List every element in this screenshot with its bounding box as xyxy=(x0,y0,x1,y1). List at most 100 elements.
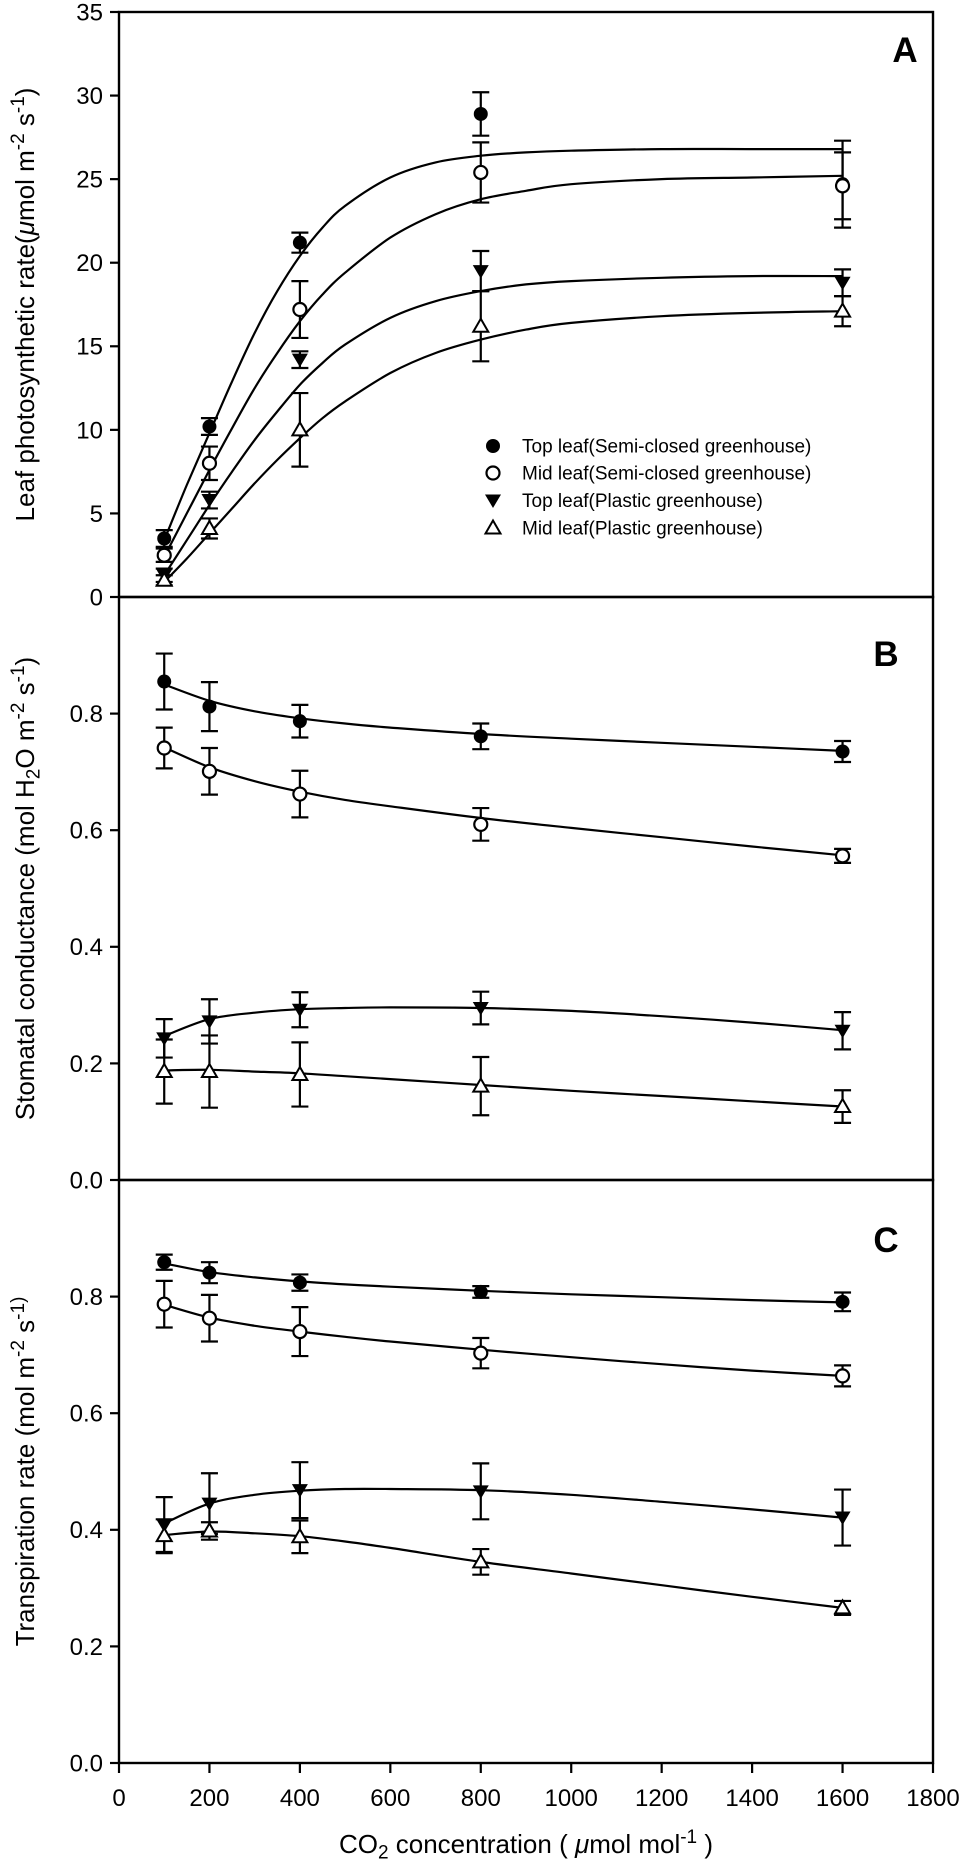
fit-curve-mid-leaf-semi-closed-greenhouse xyxy=(163,174,843,558)
marker-top-leaf-plastic-greenhouse-x800 xyxy=(472,265,489,279)
marker-top-leaf-plastic-greenhouse-x400 xyxy=(291,1003,308,1018)
marker-top-leaf-plastic-greenhouse-x1600 xyxy=(834,1024,851,1039)
panel-c-ytick-label: 0.4 xyxy=(70,1517,103,1544)
legend-circle-open-icon xyxy=(485,465,501,481)
marker-mid-leaf-semi-closed-greenhouse-x800 xyxy=(473,816,489,832)
marker-top-leaf-plastic-greenhouse-x200 xyxy=(201,1497,218,1512)
panel-a-ytick-label: 35 xyxy=(76,0,103,26)
panel-b-ytick-label: 0.6 xyxy=(70,818,103,845)
marker-top-leaf-semi-closed-greenhouse-x800 xyxy=(473,1284,488,1299)
marker-top-leaf-semi-closed-greenhouse-x200 xyxy=(202,699,217,714)
panel-letter-b: B xyxy=(873,635,898,674)
panel-a: 0 5 10 15 20 25 30 35 Leaf photosynthetic rate(μ… xyxy=(8,0,935,611)
x-axis-tick-label: 200 xyxy=(189,1785,229,1812)
panel-b-ytick-label: 0.8 xyxy=(70,701,103,728)
marker-mid-leaf-plastic-greenhouse-x800 xyxy=(471,316,491,333)
marker-top-leaf-semi-closed-greenhouse-x100 xyxy=(157,674,172,689)
legend-item-mid-leaf-semi-closed-greenhouse: Mid leaf(Semi-closed greenhouse) xyxy=(485,464,811,485)
marker-top-leaf-semi-closed-greenhouse-x800 xyxy=(473,729,488,744)
marker-top-leaf-semi-closed-greenhouse-x1600 xyxy=(835,1294,850,1309)
legend-item-label: Mid leaf(Semi-closed greenhouse) xyxy=(522,464,811,485)
x-axis-tick-label: 1800 xyxy=(906,1785,959,1812)
fit-curve-top-leaf-semi-closed-greenhouse xyxy=(163,683,843,752)
fit-curve-mid-leaf-plastic-greenhouse xyxy=(164,1530,843,1609)
panel-letter-a: A xyxy=(892,31,917,70)
panel-c-ytick-label: 0.0 xyxy=(70,1750,103,1777)
marker-mid-leaf-plastic-greenhouse-x200 xyxy=(200,518,219,535)
x-axis-tick-label: 1600 xyxy=(816,1785,869,1812)
marker-mid-leaf-semi-closed-greenhouse-x400 xyxy=(292,786,308,802)
panel-b-ytick-label: 0.2 xyxy=(70,1051,103,1078)
x-axis-title: CO2 concentration ( μmol mol-1 ) xyxy=(339,1827,713,1864)
panel-c-frame xyxy=(117,1178,935,1765)
panel-a-ytick-label: 15 xyxy=(76,334,103,361)
fit-curve-mid-leaf-semi-closed-greenhouse xyxy=(163,1303,843,1377)
x-axis-tick-label: 0 xyxy=(112,1785,125,1812)
marker-top-leaf-plastic-greenhouse-x100 xyxy=(156,1032,173,1046)
marker-mid-leaf-semi-closed-greenhouse-x1600 xyxy=(834,178,851,194)
marker-mid-leaf-plastic-greenhouse-x100 xyxy=(154,570,174,587)
marker-top-leaf-semi-closed-greenhouse-x1600 xyxy=(835,744,850,759)
marker-top-leaf-plastic-greenhouse-x400 xyxy=(291,353,308,368)
x-axis-tick-label: 600 xyxy=(370,1785,410,1812)
legend-triangle-up-open-icon xyxy=(483,518,503,535)
x-axis-tick-label: 1200 xyxy=(635,1785,688,1812)
panel-c: 0.0 0.2 0.4 0.6 0.8 Transpiration rate (mol m… xyxy=(8,1178,960,1864)
panel-b-ytick-label: 0.0 xyxy=(70,1167,103,1194)
marker-mid-leaf-semi-closed-greenhouse-x400 xyxy=(292,301,308,318)
marker-mid-leaf-semi-closed-greenhouse-x800 xyxy=(473,1345,489,1361)
panel-c-y-axis-title: Transpiration rate (mol m-2 s-1) xyxy=(8,1297,40,1647)
panel-a-ytick-label: 5 xyxy=(90,501,103,528)
legend-item-top-leaf-plastic-greenhouse: Top leaf(Plastic greenhouse) xyxy=(485,491,763,512)
legend-circle-filled-icon xyxy=(486,439,500,453)
panel-c-ytick-label: 0.8 xyxy=(70,1284,103,1311)
panel-b-y-axis-title: Stomatal conductance (mol H2O m-2 s-1) xyxy=(8,657,45,1120)
fit-curve-mid-leaf-plastic-greenhouse xyxy=(164,1068,843,1108)
panel-c-ytick-label: 0.2 xyxy=(70,1634,103,1661)
legend-triangle-down-filled-icon xyxy=(485,494,501,508)
panel-a-ytick-label: 10 xyxy=(76,417,103,444)
fit-curve-mid-leaf-semi-closed-greenhouse xyxy=(163,746,843,857)
marker-mid-leaf-plastic-greenhouse-x800 xyxy=(471,1552,491,1569)
marker-mid-leaf-plastic-greenhouse-x1600 xyxy=(833,301,852,318)
fit-curve-mid-leaf-plastic-greenhouse xyxy=(163,310,843,583)
x-axis-tick-label: 1000 xyxy=(545,1785,598,1812)
marker-mid-leaf-semi-closed-greenhouse-x200 xyxy=(201,1310,218,1326)
marker-top-leaf-plastic-greenhouse-x800 xyxy=(472,1002,489,1016)
legend-item-label: Top leaf(Plastic greenhouse) xyxy=(522,491,763,512)
legend-item-mid-leaf-plastic-greenhouse: Mid leaf(Plastic greenhouse) xyxy=(483,518,763,540)
fit-curve-top-leaf-semi-closed-greenhouse xyxy=(163,147,843,541)
panel-a-ytick-label: 25 xyxy=(76,167,103,194)
fit-curve-top-leaf-semi-closed-greenhouse xyxy=(164,1262,843,1304)
marker-mid-leaf-semi-closed-greenhouse-x800 xyxy=(473,164,489,181)
fit-curve-top-leaf-plastic-greenhouse xyxy=(163,274,843,576)
marker-top-leaf-plastic-greenhouse-x1600 xyxy=(834,1511,851,1526)
fit-curve-top-leaf-plastic-greenhouse xyxy=(163,1487,843,1525)
marker-top-leaf-semi-closed-greenhouse-x400 xyxy=(292,714,307,729)
marker-top-leaf-plastic-greenhouse-x800 xyxy=(472,1485,489,1499)
marker-mid-leaf-semi-closed-greenhouse-x100 xyxy=(156,1296,172,1312)
x-axis-tick-label: 1400 xyxy=(725,1785,778,1812)
marker-mid-leaf-plastic-greenhouse-x800 xyxy=(471,1076,491,1093)
panel-a-ytick-label: 30 xyxy=(76,83,103,110)
legend-item-label: Mid leaf(Plastic greenhouse) xyxy=(522,519,763,540)
marker-mid-leaf-plastic-greenhouse-x400 xyxy=(290,1527,310,1544)
marker-mid-leaf-semi-closed-greenhouse-x1600 xyxy=(834,848,851,864)
panel-c-ytick-label: 0.6 xyxy=(70,1401,103,1428)
marker-mid-leaf-plastic-greenhouse-x200 xyxy=(200,1521,219,1538)
marker-mid-leaf-plastic-greenhouse-x1600 xyxy=(833,1598,852,1615)
marker-top-leaf-plastic-greenhouse-x200 xyxy=(201,1015,218,1029)
x-axis-tick-label: 400 xyxy=(280,1785,320,1812)
marker-top-leaf-plastic-greenhouse-x100 xyxy=(156,1519,173,1533)
marker-mid-leaf-semi-closed-greenhouse-x100 xyxy=(156,547,172,563)
panel-letter-c: C xyxy=(873,1221,898,1260)
marker-mid-leaf-semi-closed-greenhouse-x100 xyxy=(156,740,172,756)
marker-mid-leaf-plastic-greenhouse-x1600 xyxy=(833,1097,852,1114)
x-axis-tick-label: 800 xyxy=(461,1785,501,1812)
marker-mid-leaf-plastic-greenhouse-x200 xyxy=(200,1062,219,1079)
panel-a-ytick-label: 0 xyxy=(90,584,103,611)
marker-top-leaf-semi-closed-greenhouse-x100 xyxy=(157,1255,172,1270)
marker-top-leaf-semi-closed-greenhouse-x400 xyxy=(292,1275,307,1290)
